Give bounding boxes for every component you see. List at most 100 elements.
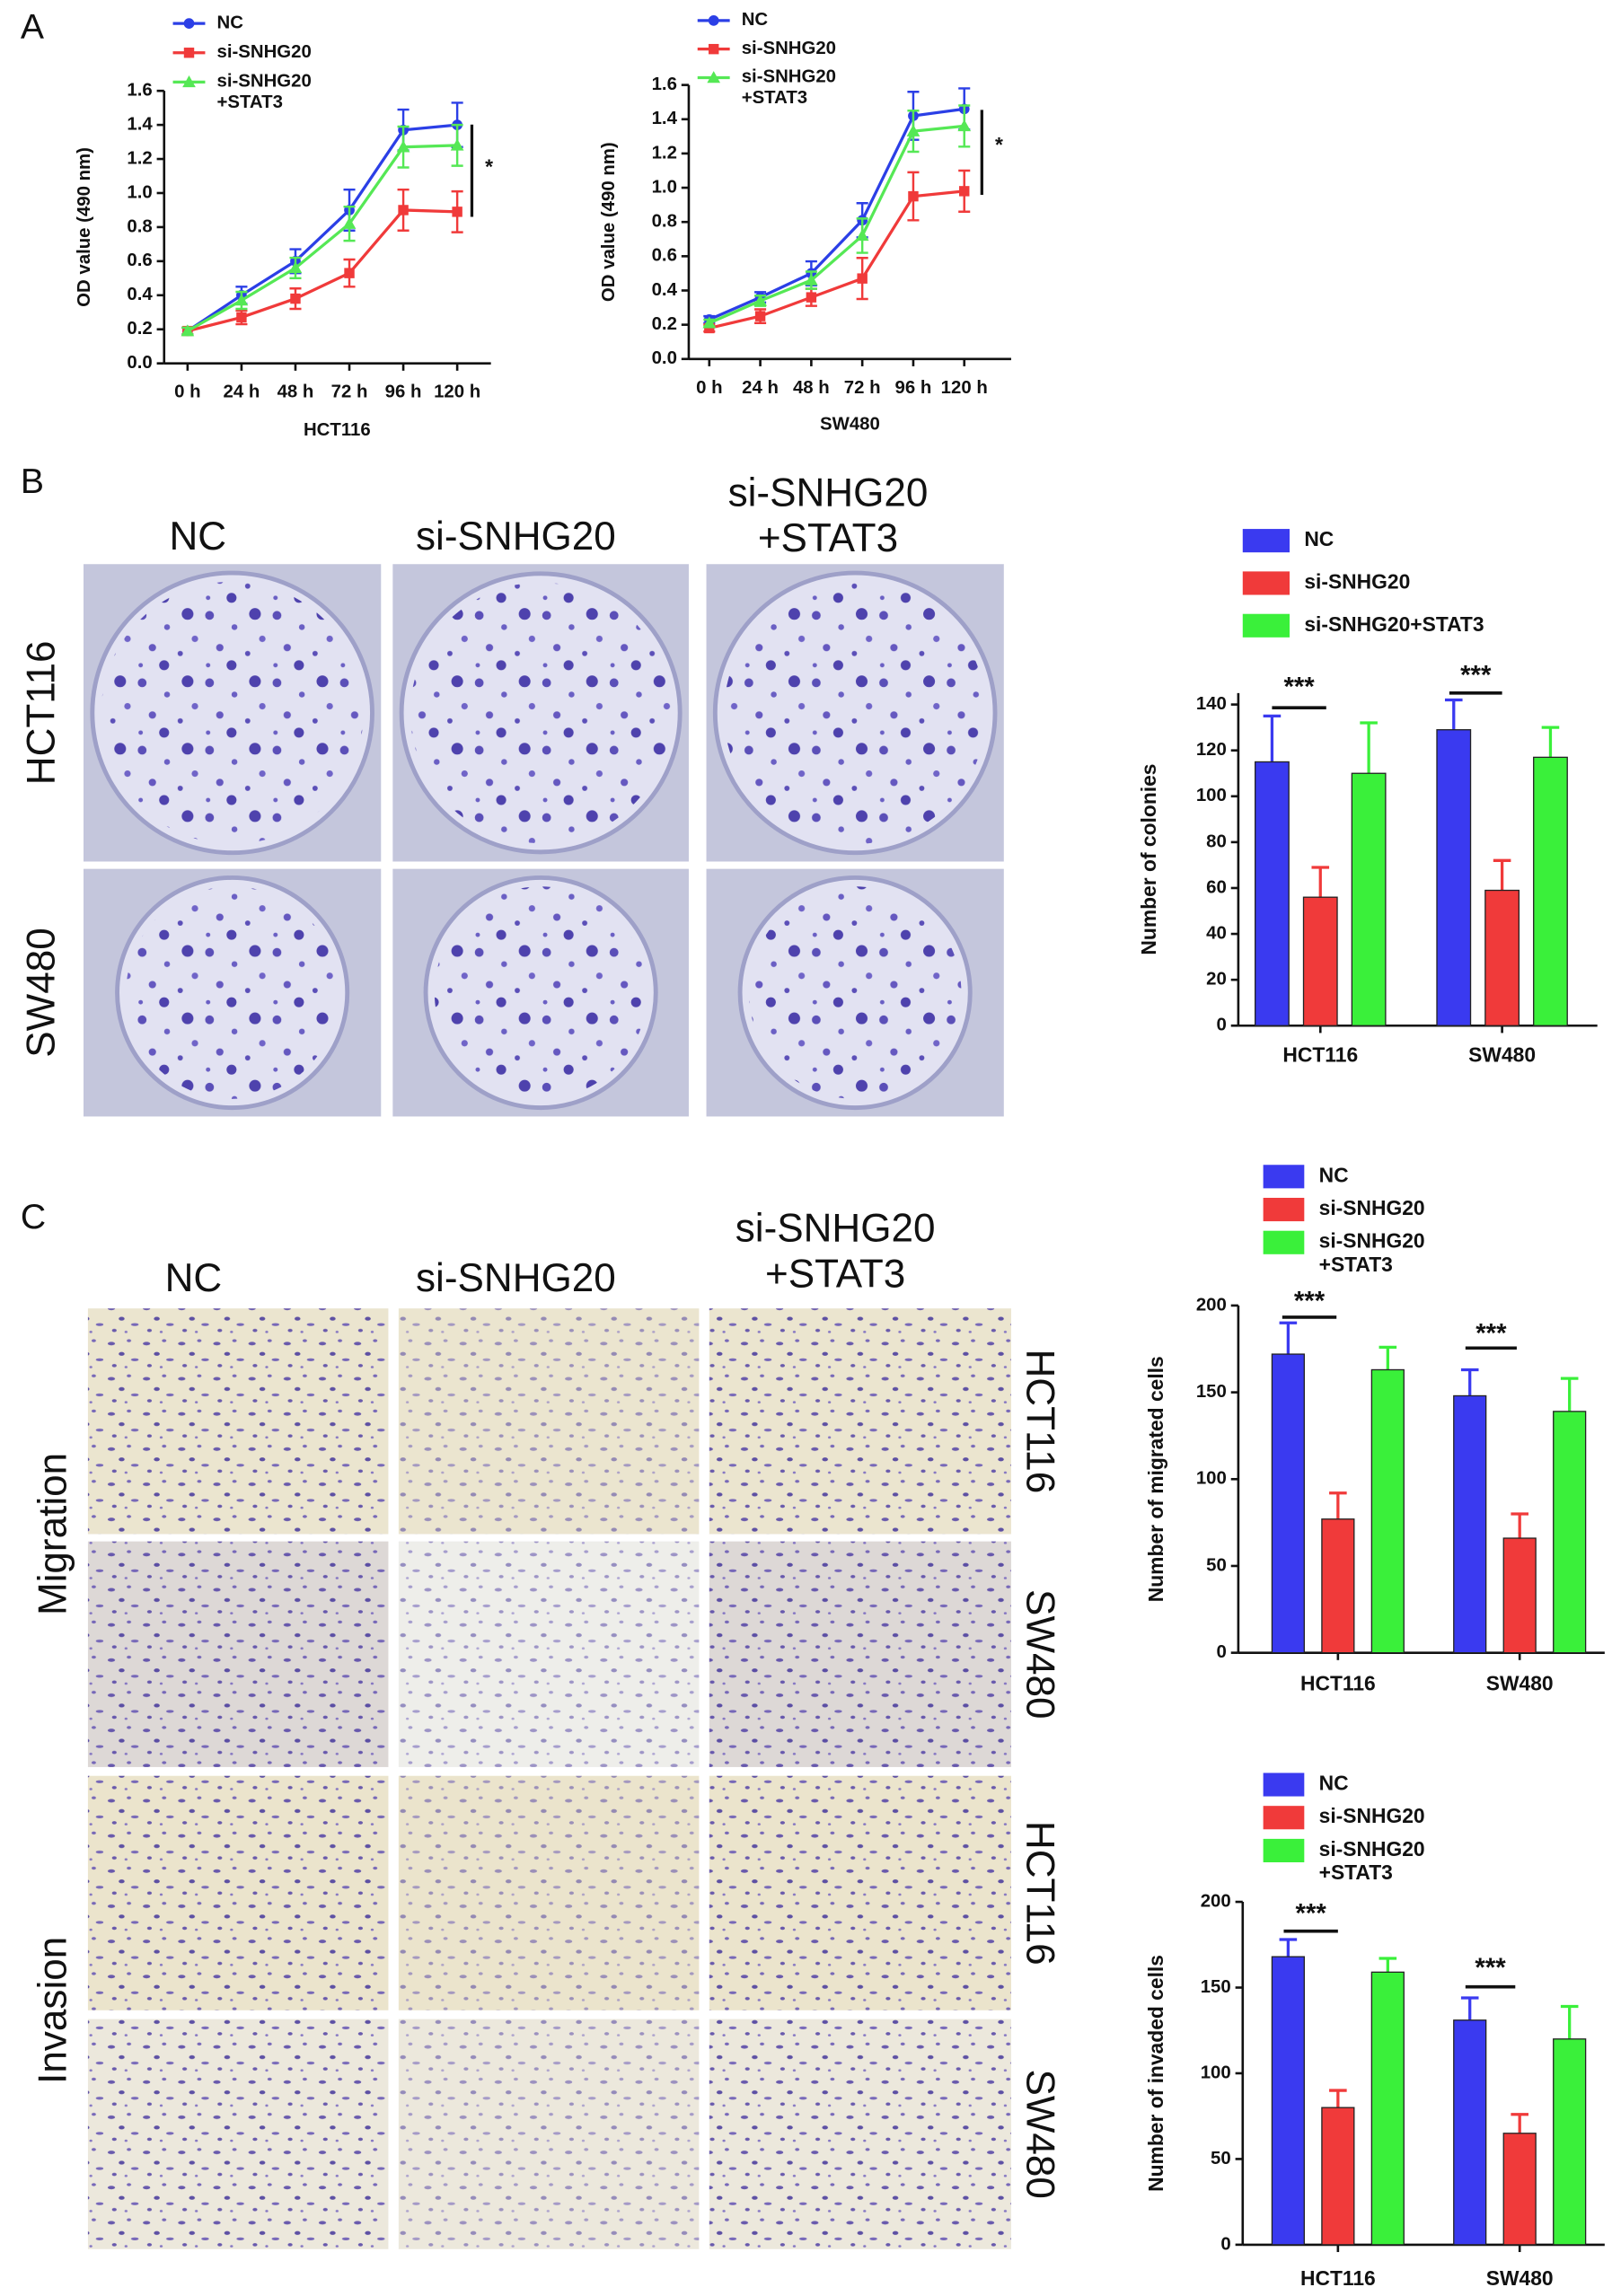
- legend-label: si-SNHG20: [1304, 569, 1410, 593]
- row-label: SW480: [1018, 2069, 1062, 2198]
- y-tick-label: 0.2: [652, 314, 677, 334]
- y-tick-label: 1.2: [127, 148, 152, 168]
- colonies: [434, 886, 647, 1099]
- column-label: NC: [165, 1256, 223, 1300]
- bar: [1453, 1394, 1487, 1654]
- x-tick-label: 0 h: [696, 378, 722, 398]
- legend-label: si-SNHG20+STAT3: [217, 72, 312, 112]
- y-tick-label: 0.4: [127, 285, 153, 304]
- significance: ***: [1294, 1286, 1326, 1315]
- error-bar: [1329, 1491, 1347, 1519]
- colonies: [126, 886, 339, 1099]
- series-line: [709, 107, 965, 321]
- bar: [1502, 1537, 1537, 1654]
- bar: [1436, 729, 1472, 1026]
- x-tick-label: SW480: [1486, 2266, 1554, 2290]
- legend-marker: [708, 14, 719, 26]
- y-tick-label: 0.0: [652, 348, 677, 368]
- point: [806, 292, 817, 303]
- y-tick-label: 1.0: [652, 177, 677, 197]
- legend-label: si-SNHG20: [1319, 1804, 1425, 1827]
- legend-label: NC: [1319, 1163, 1349, 1186]
- error-bar: [1560, 2004, 1579, 2039]
- point: [704, 322, 715, 334]
- bar: [1553, 1411, 1587, 1654]
- significance: ***: [1475, 1318, 1507, 1348]
- colonies: [748, 886, 962, 1099]
- error-bar: [1560, 1377, 1579, 1412]
- y-tick-label: 1.4: [652, 109, 678, 128]
- cells: [709, 1775, 1011, 2010]
- cells: [87, 2019, 389, 2249]
- legend-swatch: [1263, 1806, 1305, 1830]
- y-tick-label: 0: [1220, 2234, 1230, 2254]
- y-tick-label: 50: [1206, 1555, 1227, 1575]
- x-axis-label: SW480: [820, 415, 880, 435]
- point: [855, 229, 869, 242]
- point: [290, 293, 301, 304]
- error-bar: [1511, 1512, 1528, 1539]
- error-bar: [1279, 1321, 1298, 1355]
- bar: [1271, 1956, 1305, 2246]
- bar: [1321, 2107, 1355, 2246]
- legend-label: si-SNHG20: [217, 42, 312, 62]
- legend-marker: [707, 71, 721, 84]
- legend-swatch: [1263, 1230, 1305, 1254]
- series-line: [709, 189, 965, 330]
- y-tick-label: 40: [1206, 923, 1227, 943]
- y-tick-label: 100: [1196, 786, 1227, 805]
- y-tick-label: 0.0: [127, 353, 152, 373]
- colonies: [101, 581, 364, 844]
- bar: [1370, 1368, 1405, 1654]
- x-tick-label: HCT116: [1300, 1672, 1376, 1695]
- y-tick-label: 20: [1206, 970, 1227, 990]
- point: [957, 119, 972, 132]
- panel-label: B: [21, 462, 44, 501]
- column-label: si-SNHG20 +STAT3: [728, 471, 929, 560]
- point: [181, 324, 195, 337]
- x-tick-label: 96 h: [895, 378, 932, 398]
- point: [959, 186, 970, 197]
- legend-label: si-SNHG20+STAT3: [1319, 1229, 1425, 1276]
- legend-label: NC: [1319, 1772, 1349, 1795]
- panel-label: A: [21, 8, 45, 47]
- cells: [709, 1541, 1011, 1767]
- x-axis-label: HCT116: [304, 420, 371, 440]
- y-tick-label: 0.8: [127, 216, 152, 236]
- error-bar: [1444, 698, 1463, 730]
- bar: [1321, 1518, 1355, 1654]
- bar: [1370, 1971, 1405, 2246]
- x-tick-label: HCT116: [1300, 2266, 1376, 2290]
- y-axis-label: Number of invaded cells: [1144, 1955, 1167, 2192]
- x-tick-label: 0 h: [174, 383, 200, 402]
- cells: [709, 2019, 1011, 2249]
- legend-marker: [183, 48, 195, 58]
- x-tick-label: SW480: [1486, 1672, 1554, 1695]
- legend-label: NC: [217, 13, 244, 32]
- y-axis-label: Number of colonies: [1137, 763, 1160, 954]
- y-tick-label: 1.6: [652, 75, 677, 94]
- point: [452, 207, 462, 217]
- y-tick-label: 200: [1196, 1295, 1227, 1315]
- bar: [1553, 2038, 1587, 2246]
- point: [908, 190, 919, 202]
- x-tick-label: HCT116: [1282, 1043, 1358, 1067]
- error-bar: [1511, 2113, 1528, 2133]
- series-line: [186, 123, 458, 333]
- y-tick-label: 100: [1201, 2063, 1231, 2082]
- significance: ***: [1460, 661, 1492, 691]
- y-tick-label: 0.4: [652, 280, 678, 300]
- error-bar: [1379, 1957, 1397, 1973]
- legend-marker: [708, 43, 719, 55]
- legend-label: NC: [742, 10, 769, 30]
- row-label: HCT116: [20, 640, 64, 785]
- y-tick-label: 0.6: [127, 251, 152, 270]
- significance: ***: [1475, 1953, 1506, 1983]
- point: [702, 316, 717, 329]
- legend-swatch: [1242, 571, 1290, 595]
- x-tick-label: 96 h: [385, 383, 422, 402]
- y-tick-label: 1.4: [127, 115, 153, 135]
- x-tick-label: 120 h: [941, 378, 988, 398]
- row-label: SW480: [1018, 1589, 1062, 1719]
